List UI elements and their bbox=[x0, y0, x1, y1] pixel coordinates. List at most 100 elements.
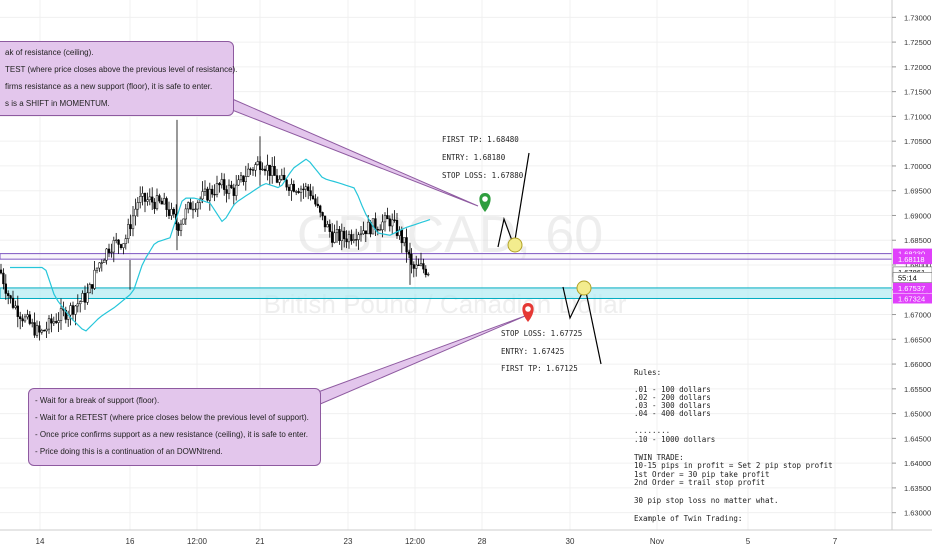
candle-body bbox=[261, 168, 264, 171]
candle bbox=[405, 228, 408, 263]
long-entry-circle bbox=[507, 237, 523, 253]
candle-body bbox=[131, 215, 135, 230]
price-tick-label: 1.73000 bbox=[904, 13, 931, 22]
candle-body bbox=[316, 203, 319, 207]
candle-body bbox=[359, 233, 363, 236]
candle bbox=[280, 168, 283, 181]
candle-body bbox=[112, 240, 115, 253]
candle bbox=[57, 312, 60, 332]
rules-line-5: ........ bbox=[634, 426, 671, 435]
candle bbox=[297, 187, 300, 194]
candle-body bbox=[182, 218, 185, 225]
candle bbox=[323, 215, 327, 232]
candle bbox=[268, 164, 271, 185]
candle-body bbox=[69, 305, 72, 316]
candle-body bbox=[31, 322, 34, 324]
candle bbox=[88, 282, 91, 294]
candle bbox=[338, 226, 341, 245]
candle-body bbox=[71, 305, 75, 315]
candle-body bbox=[230, 184, 233, 189]
candle-body bbox=[59, 308, 63, 321]
candle bbox=[321, 211, 324, 221]
candle bbox=[55, 313, 58, 325]
candle-body bbox=[139, 196, 142, 203]
price-tick-label: 1.72000 bbox=[904, 63, 931, 72]
price-label: 55:14 bbox=[898, 273, 917, 282]
callout-bottom: - Wait for a break of support (floor). -… bbox=[28, 388, 321, 466]
candle-body bbox=[134, 208, 137, 217]
candle-body bbox=[247, 168, 250, 177]
candle-body bbox=[340, 230, 343, 241]
candle bbox=[21, 314, 24, 327]
candle bbox=[362, 221, 365, 235]
candle-body bbox=[290, 183, 293, 191]
candle-body bbox=[0, 269, 3, 274]
candle bbox=[410, 248, 413, 274]
candle-body bbox=[427, 273, 430, 276]
candle-body bbox=[285, 179, 288, 188]
candle bbox=[239, 172, 243, 183]
candle bbox=[134, 198, 137, 226]
candle bbox=[119, 243, 123, 250]
price-axis: 1.73000 1.72500 1.72000 1.71500 1.71000 1.705… bbox=[891, 0, 932, 530]
candle bbox=[311, 186, 315, 200]
candle-body bbox=[410, 253, 413, 265]
candle-body bbox=[335, 229, 339, 234]
candle bbox=[249, 167, 252, 175]
candle-body bbox=[203, 188, 207, 192]
candles bbox=[0, 119, 430, 341]
candle bbox=[335, 220, 339, 243]
candle-body bbox=[350, 234, 353, 241]
candle bbox=[52, 316, 55, 326]
candle-body bbox=[206, 188, 209, 201]
candle-body bbox=[170, 209, 173, 216]
candle bbox=[247, 163, 250, 178]
candle-body bbox=[40, 330, 43, 333]
candle-body bbox=[93, 269, 96, 289]
time-tick-label: 12:00 bbox=[405, 537, 426, 546]
candle bbox=[326, 220, 329, 228]
stop-rule: 30 pip stop loss no matter what. bbox=[634, 496, 779, 505]
candle bbox=[419, 252, 423, 267]
candle bbox=[290, 178, 293, 201]
candle bbox=[91, 284, 94, 295]
long-pin-icon-dot bbox=[482, 196, 488, 202]
candle bbox=[79, 300, 82, 313]
candle bbox=[345, 230, 348, 249]
price-tick-label: 1.64000 bbox=[904, 459, 931, 468]
time-tick-label: Nov bbox=[650, 537, 664, 546]
candle-body bbox=[43, 330, 46, 332]
callout-top-line-3: firms resistance as a new support (floor… bbox=[5, 82, 213, 91]
candle-body bbox=[83, 293, 87, 303]
candle-body bbox=[295, 191, 298, 193]
candle-body bbox=[64, 310, 67, 320]
candle-body bbox=[263, 168, 267, 172]
candle bbox=[333, 224, 336, 244]
candle bbox=[223, 173, 226, 196]
candle-body bbox=[107, 248, 111, 253]
candle bbox=[230, 180, 233, 189]
twin-line-1: 10-15 pips in profit = Set 2 pip stop pr… bbox=[634, 461, 833, 470]
candle-body bbox=[362, 230, 365, 235]
candle-body bbox=[57, 320, 60, 323]
candle bbox=[93, 261, 96, 291]
candle bbox=[98, 262, 101, 272]
candle-body bbox=[122, 243, 125, 249]
candle bbox=[189, 198, 192, 210]
candle bbox=[395, 212, 399, 239]
candle-body bbox=[364, 230, 367, 235]
candle-body bbox=[105, 248, 108, 261]
candle bbox=[299, 185, 303, 202]
candle-body bbox=[403, 237, 406, 244]
candle-body bbox=[9, 295, 12, 299]
candle bbox=[107, 243, 111, 258]
candle-body bbox=[345, 238, 348, 243]
candle-body bbox=[153, 201, 156, 210]
candle bbox=[151, 187, 154, 211]
candle bbox=[110, 243, 113, 258]
rules-line-6: .10 - 1000 dollars bbox=[634, 435, 716, 444]
candle bbox=[163, 192, 166, 205]
candle-body bbox=[81, 293, 84, 302]
candle bbox=[379, 224, 382, 231]
candle bbox=[206, 186, 209, 202]
